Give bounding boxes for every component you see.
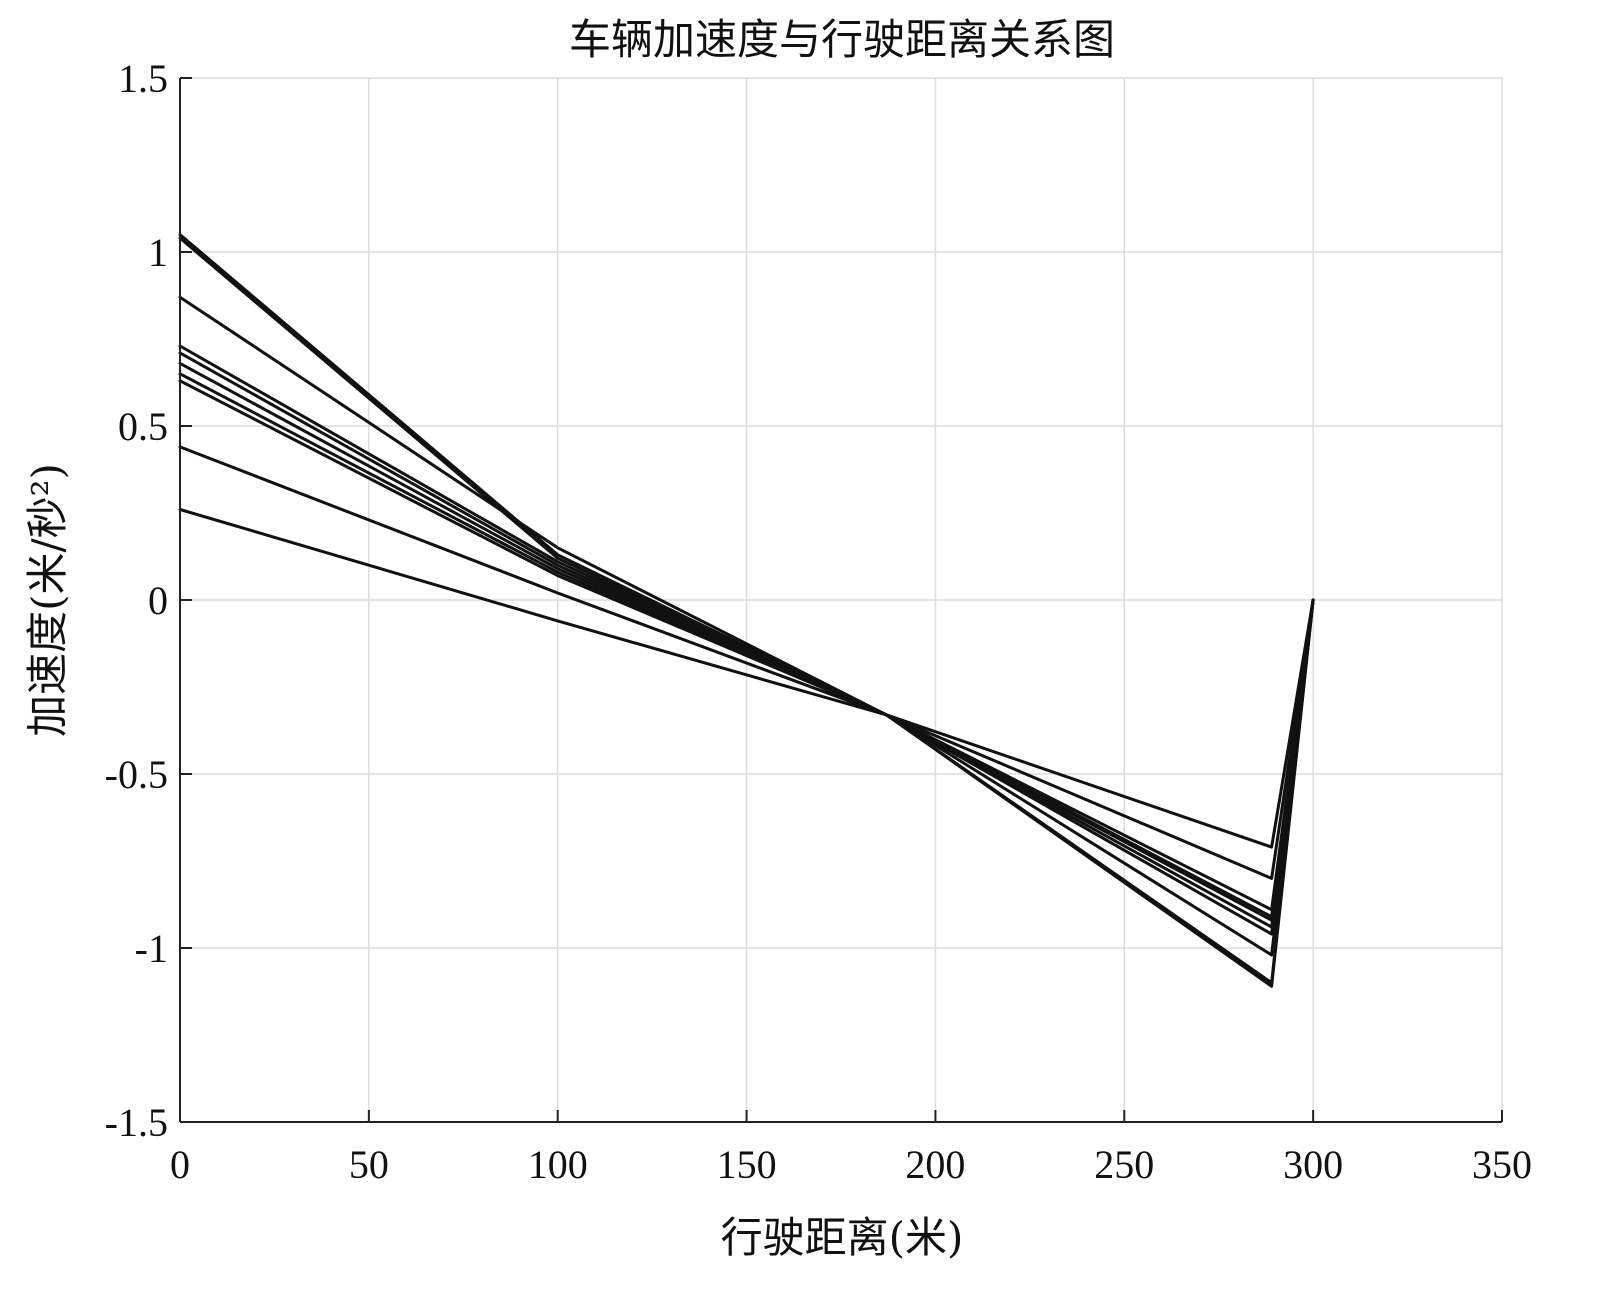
axes (179, 77, 1503, 1123)
y-tick-label: 0 (148, 578, 168, 623)
y-tick-label: 0.5 (118, 404, 168, 449)
y-tick-label: -1.5 (105, 1100, 168, 1145)
y-tick-label: -0.5 (105, 752, 168, 797)
x-tick-label: 200 (905, 1142, 965, 1187)
tick-labels: 0 50 100 150 200 250 300 350 -1.5 -1 -0.5 0 0.5 1 1.5 (105, 56, 1532, 1187)
series-line-10 (178, 508, 1315, 849)
x-tick-label: 300 (1283, 1142, 1343, 1187)
x-axis-label: 行驶距离(米) (721, 1213, 964, 1262)
series-lines (178, 233, 1315, 988)
grid (179, 77, 1503, 1123)
x-tick-label: 350 (1472, 1142, 1532, 1187)
chart-title: 车辆加速度与行驶距离关系图 (569, 15, 1115, 64)
x-tick-label: 250 (1094, 1142, 1154, 1187)
y-tick-label: 1.5 (118, 56, 168, 101)
x-tick-label: 100 (528, 1142, 588, 1187)
y-tick-label: 1 (148, 230, 168, 275)
y-tick-label: -1 (135, 926, 168, 971)
y-axis-label: 加速度(米/秒²) (23, 463, 72, 737)
x-tick-label: 150 (717, 1142, 777, 1187)
x-tick-label: 0 (170, 1142, 190, 1187)
x-tick-label: 50 (349, 1142, 389, 1187)
